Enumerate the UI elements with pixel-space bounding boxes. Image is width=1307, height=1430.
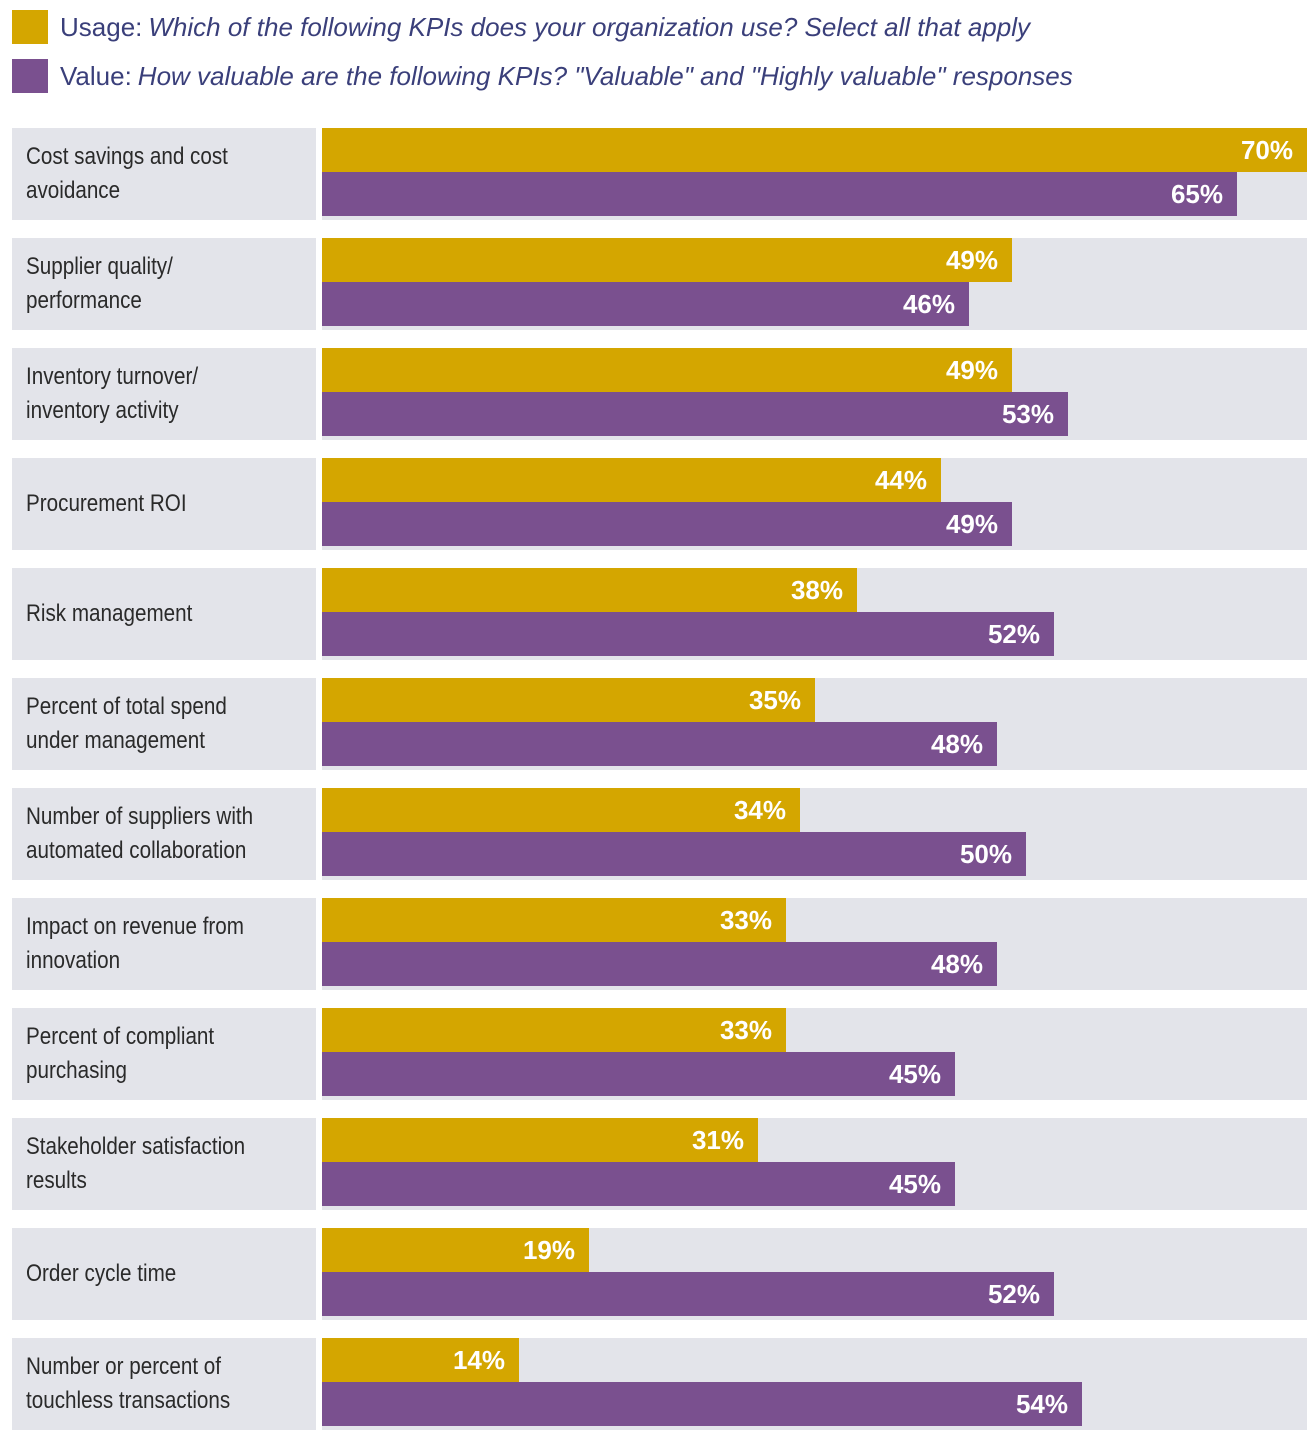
bar-value: 46% xyxy=(322,282,969,326)
bar-value-label: 48% xyxy=(930,729,983,759)
category-label-box: Stakeholder satisfaction results xyxy=(12,1118,316,1210)
bar-value: 45% xyxy=(322,1052,955,1096)
bar-value-label: 46% xyxy=(902,289,955,319)
legend-swatch-usage xyxy=(12,10,48,44)
category-label: Percent of total spend under management xyxy=(26,693,227,754)
bar-value-label: 65% xyxy=(1170,179,1223,209)
bar-value: 48% xyxy=(322,722,997,766)
bar-value-label: 33% xyxy=(719,1015,772,1045)
bar-value: 45% xyxy=(322,1162,955,1206)
bar-value: 49% xyxy=(322,502,1012,546)
category-label: Impact on revenue from innovation xyxy=(26,913,244,974)
bar-value: 52% xyxy=(322,1272,1054,1316)
bar-value: 65% xyxy=(322,172,1237,216)
bar-usage: 31% xyxy=(322,1118,758,1162)
bar-value-label: 49% xyxy=(945,509,998,539)
category-label: Cost savings and cost avoidance xyxy=(26,143,228,204)
bar-value-label: 45% xyxy=(888,1169,941,1199)
bar-value-label: 38% xyxy=(790,575,843,605)
bar-usage: 33% xyxy=(322,898,786,942)
bar-usage: 38% xyxy=(322,568,857,612)
bar-value-label: 19% xyxy=(522,1235,575,1265)
bar-value: 52% xyxy=(322,612,1054,656)
category-label: Risk management xyxy=(26,600,193,627)
category-label: Stakeholder satisfaction results xyxy=(26,1133,246,1194)
category-label-box: Risk management xyxy=(12,568,316,660)
category-label: Inventory turnover/inventory activity xyxy=(26,363,199,424)
bar-usage: 44% xyxy=(322,458,941,502)
bar-value: 54% xyxy=(322,1382,1082,1426)
category-label-box: Impact on revenue from innovation xyxy=(12,898,316,990)
legend-item-value: Value: How valuable are the following KP… xyxy=(12,59,1073,93)
bar-value-label: 52% xyxy=(987,619,1040,649)
bar-usage: 19% xyxy=(322,1228,589,1272)
bar-value-label: 53% xyxy=(1001,399,1054,429)
bar-value-label: 48% xyxy=(930,949,983,979)
category-label-box: Order cycle time xyxy=(12,1228,316,1320)
category-label: Percent of compliant purchasing xyxy=(26,1023,215,1084)
category-label: Procurement ROI xyxy=(26,490,187,517)
legend-series-usage: Usage: xyxy=(60,11,143,42)
legend-item-usage: Usage: Which of the following KPIs does … xyxy=(12,10,1030,44)
bar-value-label: 34% xyxy=(733,795,786,825)
bar-usage: 49% xyxy=(322,348,1012,392)
bar-value-label: 54% xyxy=(1015,1389,1068,1419)
category-label: Number or percent of touchless transactio… xyxy=(26,1353,231,1414)
category-label: Order cycle time xyxy=(26,1260,177,1287)
legend-question-usage: Which of the following KPIs does your or… xyxy=(148,11,1031,42)
bar-usage: 70% xyxy=(322,128,1307,172)
category-label-box: Number or percent of touchless transactio… xyxy=(12,1338,316,1430)
bar-value-label: 33% xyxy=(719,905,772,935)
bar-value-label: 44% xyxy=(874,465,927,495)
bar-usage: 33% xyxy=(322,1008,786,1052)
bar-usage: 34% xyxy=(322,788,800,832)
category-label-box: Inventory turnover/inventory activity xyxy=(12,348,316,440)
legend-swatch-value xyxy=(12,59,48,93)
bar-value-label: 70% xyxy=(1240,135,1293,165)
bar-value: 53% xyxy=(322,392,1068,436)
legend-series-value: Value: xyxy=(60,60,132,91)
bar-value-label: 35% xyxy=(748,685,801,715)
bar-usage: 49% xyxy=(322,238,1012,282)
legend-question-value: How valuable are the following KPIs? "Va… xyxy=(137,60,1073,91)
bar-value: 48% xyxy=(322,942,997,986)
bar-value-label: 14% xyxy=(452,1345,505,1375)
category-label-box: Cost savings and cost avoidance xyxy=(12,128,316,220)
category-label-box: Percent of total spend under management xyxy=(12,678,316,770)
bar-usage: 35% xyxy=(322,678,815,722)
category-label-box: Percent of compliant purchasing xyxy=(12,1008,316,1100)
category-label-box: Procurement ROI xyxy=(12,458,316,550)
category-label-box: Supplier quality/performance xyxy=(12,238,316,330)
bar-value-label: 50% xyxy=(959,839,1012,869)
category-label-box: Number of suppliers with automated collab… xyxy=(12,788,316,880)
bar-value-label: 52% xyxy=(987,1279,1040,1309)
bar-value-label: 45% xyxy=(888,1059,941,1089)
bar-value-label: 49% xyxy=(945,245,998,275)
bar-value-label: 31% xyxy=(691,1125,744,1155)
bar-value: 50% xyxy=(322,832,1026,876)
bar-usage: 14% xyxy=(322,1338,519,1382)
category-label: Supplier quality/performance xyxy=(26,253,173,314)
category-label: Number of suppliers with automated collab… xyxy=(26,803,254,864)
bar-value-label: 49% xyxy=(945,355,998,385)
